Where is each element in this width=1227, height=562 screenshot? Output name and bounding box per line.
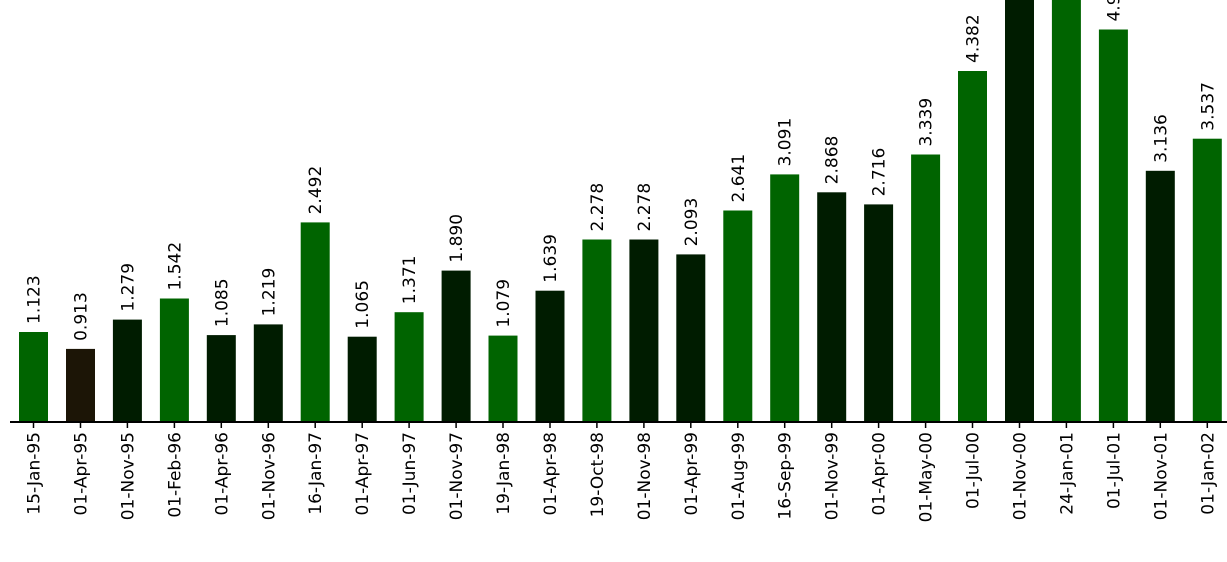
value-label-01-Jul-01: 4.9: [1104, 0, 1124, 22]
value-label-01-Apr-00: 2.716: [870, 148, 890, 197]
value-label-01-Aug-99: 2.641: [729, 154, 749, 203]
value-label-01-Nov-98: 2.278: [635, 183, 655, 232]
bar-01-Nov-99: [817, 192, 847, 422]
value-label-01-Nov-96: 1.219: [259, 268, 279, 317]
x-tick-label-19-Oct-98: 19-Oct-98: [588, 432, 608, 517]
x-tick-label-15-Jan-95: 15-Jan-95: [25, 432, 45, 515]
bar-01-May-00: [911, 154, 941, 422]
x-tick-label-01-Apr-95: 01-Apr-95: [72, 432, 92, 515]
bar-01-Apr-97: [347, 336, 377, 422]
value-label-01-Nov-01: 3.136: [1151, 114, 1171, 163]
value-label-01-Nov-95: 1.279: [118, 263, 138, 312]
x-tick-label-01-Nov-01: 01-Nov-01: [1151, 432, 1171, 520]
x-tick-label-01-Nov-00: 01-Nov-00: [1011, 432, 1031, 520]
bar-19-Jan-98: [488, 335, 518, 422]
x-tick-label-01-Nov-98: 01-Nov-98: [635, 432, 655, 520]
x-tick-label-01-May-00: 01-May-00: [917, 432, 937, 522]
value-label-01-Apr-99: 2.093: [682, 198, 702, 247]
bar-01-Nov-98: [629, 239, 659, 422]
bar-01-Nov-97: [441, 270, 471, 422]
value-label-01-Apr-95: 0.913: [72, 292, 92, 341]
value-label-01-Jun-97: 1.371: [400, 256, 420, 305]
x-tick-labels-group: 15-Jan-95 01-Apr-95 01-Nov-95 01-Feb-96 01-A…: [25, 432, 1219, 522]
bar-16-Sep-99: [770, 174, 800, 422]
bar-01-Apr-96: [206, 335, 236, 422]
bar-01-Jul-01: [1098, 29, 1128, 422]
x-tick-label-16-Jan-97: 16-Jan-97: [306, 432, 326, 515]
x-tick-label-16-Sep-99: 16-Sep-99: [776, 432, 796, 520]
x-tick-label-01-Apr-96: 01-Apr-96: [212, 432, 232, 515]
bar-01-Apr-00: [864, 204, 894, 422]
value-label-16-Jan-97: 2.492: [306, 166, 326, 215]
x-tick-label-01-Nov-99: 01-Nov-99: [823, 432, 843, 520]
bar-01-Apr-95: [66, 348, 95, 422]
bar-01-Apr-99: [676, 254, 706, 422]
x-ticks-group: [32, 422, 1209, 428]
value-label-01-May-00: 3.339: [917, 98, 937, 147]
x-tick-label-01-Nov-95: 01-Nov-95: [118, 432, 138, 520]
bar-19-Oct-98: [582, 239, 612, 422]
bar-15-Jan-95: [19, 332, 48, 422]
x-tick-label-01-Nov-97: 01-Nov-97: [447, 432, 467, 520]
value-label-01-Apr-97: 1.065: [353, 280, 373, 329]
x-tick-label-01-Jun-97: 01-Jun-97: [400, 432, 420, 515]
value-label-01-Apr-98: 1.639: [541, 234, 561, 283]
bar-01-Nov-95: [112, 319, 142, 422]
x-tick-label-01-Apr-00: 01-Apr-00: [870, 432, 890, 515]
bar-24-Jan-01: [1051, 0, 1081, 422]
value-label-01-Jan-02: 3.537: [1198, 82, 1218, 131]
value-label-01-Feb-96: 1.542: [165, 242, 185, 291]
x-tick-label-01-Apr-98: 01-Apr-98: [541, 432, 561, 515]
value-label-15-Jan-95: 1.123: [25, 275, 45, 324]
bar-01-Nov-96: [253, 324, 283, 422]
x-tick-label-01-Apr-97: 01-Apr-97: [353, 432, 373, 515]
bar-01-Feb-96: [159, 298, 189, 422]
value-labels-group: 1.123 0.913 1.279 1.542 1.085 1.219 2.492 1.065…: [25, 0, 1219, 341]
x-tick-label-01-Feb-96: 01-Feb-96: [165, 432, 185, 518]
value-label-16-Sep-99: 3.091: [776, 118, 796, 167]
bar-16-Jan-97: [300, 222, 330, 422]
x-tick-label-01-Apr-99: 01-Apr-99: [682, 432, 702, 515]
value-label-01-Nov-99: 2.868: [823, 136, 843, 185]
bar-01-Aug-99: [723, 210, 753, 422]
bar-01-Jan-02: [1192, 138, 1222, 422]
bars-group: [19, 0, 1222, 423]
value-label-01-Jul-00: 4.382: [964, 14, 984, 63]
value-label-01-Nov-97: 1.890: [447, 214, 467, 263]
x-tick-label-01-Jul-00: 01-Jul-00: [964, 432, 984, 509]
bar-01-Apr-98: [535, 290, 565, 422]
bar-01-Jul-00: [958, 71, 987, 422]
x-tick-label-01-Nov-96: 01-Nov-96: [259, 432, 279, 520]
x-tick-label-01-Aug-99: 01-Aug-99: [729, 432, 749, 520]
x-tick-label-19-Jan-98: 19-Jan-98: [494, 432, 514, 515]
bar-01-Nov-01: [1145, 170, 1175, 422]
x-tick-label-01-Jan-02: 01-Jan-02: [1198, 432, 1218, 515]
value-label-19-Jan-98: 1.079: [494, 279, 514, 328]
value-label-01-Apr-96: 1.085: [212, 278, 232, 327]
bar-01-Jun-97: [394, 312, 424, 422]
value-label-19-Oct-98: 2.278: [588, 183, 608, 232]
bar-01-Nov-00: [1005, 0, 1034, 423]
x-tick-label-01-Jul-01: 01-Jul-01: [1104, 432, 1124, 509]
x-tick-label-24-Jan-01: 24-Jan-01: [1057, 432, 1077, 515]
